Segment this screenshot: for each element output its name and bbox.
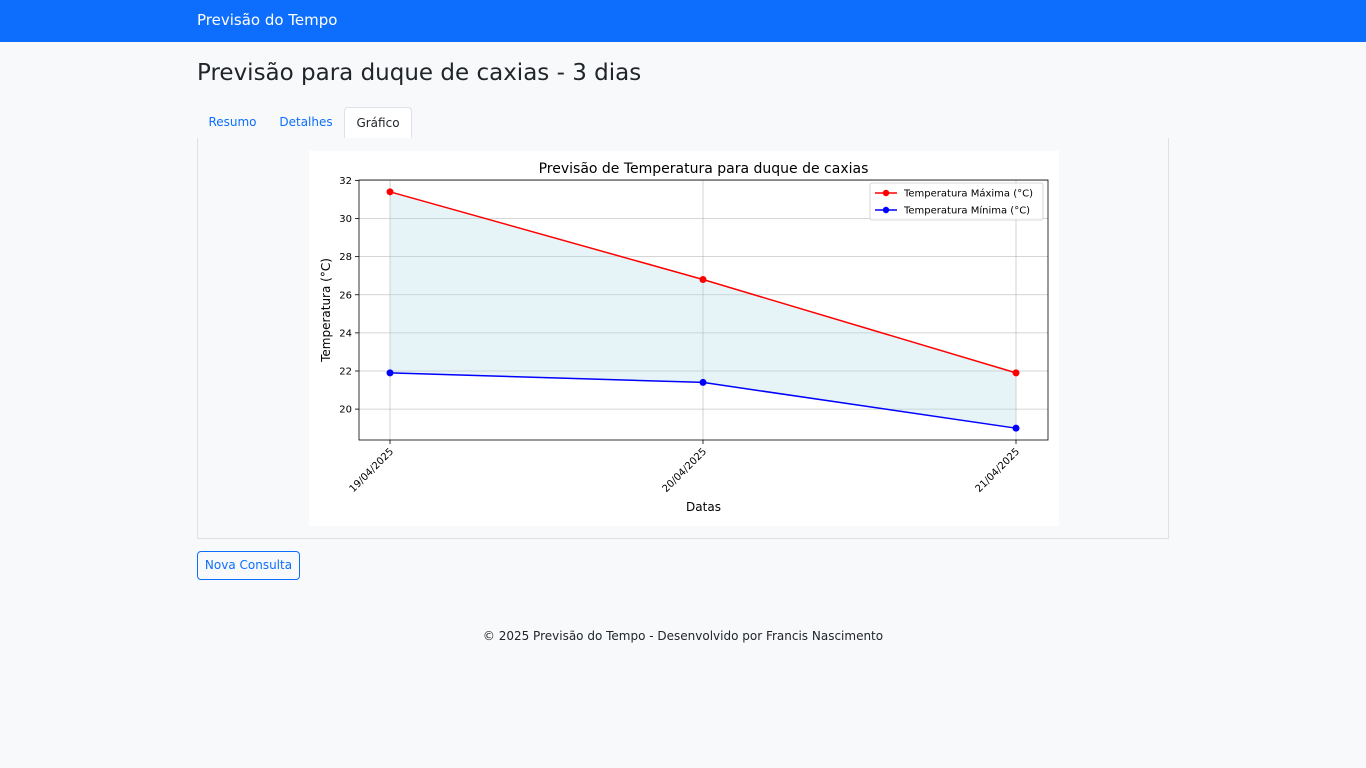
- tab-resumo[interactable]: Resumo: [208, 115, 257, 129]
- footer-text: © 2025 Previsão do Tempo - Desenvolvido …: [482, 629, 884, 643]
- y-axis-label: Temperatura (°C): [319, 258, 333, 363]
- chart-panel: 20 22 24 26 28 30 32 19/04/2025 20/04/2025 21/04/…: [197, 138, 1169, 539]
- y-tick-label: 30: [339, 214, 352, 225]
- legend-dot-max: [882, 189, 890, 197]
- legend-label-max: Temperatura Máxima (°C): [903, 188, 1033, 200]
- data-point-max: [1012, 369, 1020, 377]
- x-tick-label: 20/04/2025: [661, 446, 710, 495]
- x-axis-label: Datas: [686, 500, 721, 514]
- y-tick-label: 20: [339, 405, 352, 416]
- legend-dot-min: [882, 206, 890, 214]
- y-tick-label: 24: [339, 328, 352, 339]
- tab-grafico[interactable]: Gráfico: [344, 107, 412, 140]
- page-title: Previsão para duque de caxias - 3 dias: [197, 60, 642, 86]
- brand-link[interactable]: Previsão do Tempo: [197, 11, 338, 29]
- x-tick-label: 21/04/2025: [974, 446, 1023, 495]
- tab-detalhes[interactable]: Detalhes: [279, 115, 333, 129]
- navbar: Previsão do Tempo: [0, 0, 1366, 42]
- y-tick-label: 22: [339, 366, 352, 377]
- data-point-max: [699, 276, 707, 284]
- chart-title: Previsão de Temperatura para duque de ca…: [539, 161, 869, 177]
- data-point-min: [699, 378, 707, 386]
- data-point-min: [1012, 424, 1020, 432]
- chart-legend: Temperatura Máxima (°C) Temperatura Míni…: [869, 182, 1044, 221]
- new-query-button[interactable]: Nova Consulta: [197, 551, 300, 580]
- y-tick-label: 26: [339, 290, 352, 301]
- temperature-range-fill: [390, 191, 1016, 429]
- legend-label-min: Temperatura Mínima (°C): [903, 205, 1030, 217]
- plot-frame: [358, 179, 1049, 441]
- chart-svg: 20 22 24 26 28 30 32 19/04/2025 20/04/2025 21/04/…: [319, 161, 1049, 514]
- temperature-chart: 20 22 24 26 28 30 32 19/04/2025 20/04/2025 21/04/…: [309, 151, 1059, 526]
- y-tick-label: 32: [339, 176, 352, 187]
- x-tick-label: 19/04/2025: [348, 446, 397, 495]
- y-tick-label: 28: [339, 252, 352, 263]
- data-point-max: [386, 188, 394, 196]
- data-point-min: [386, 369, 394, 377]
- tab-bar: Resumo Detalhes Gráfico: [197, 107, 1169, 140]
